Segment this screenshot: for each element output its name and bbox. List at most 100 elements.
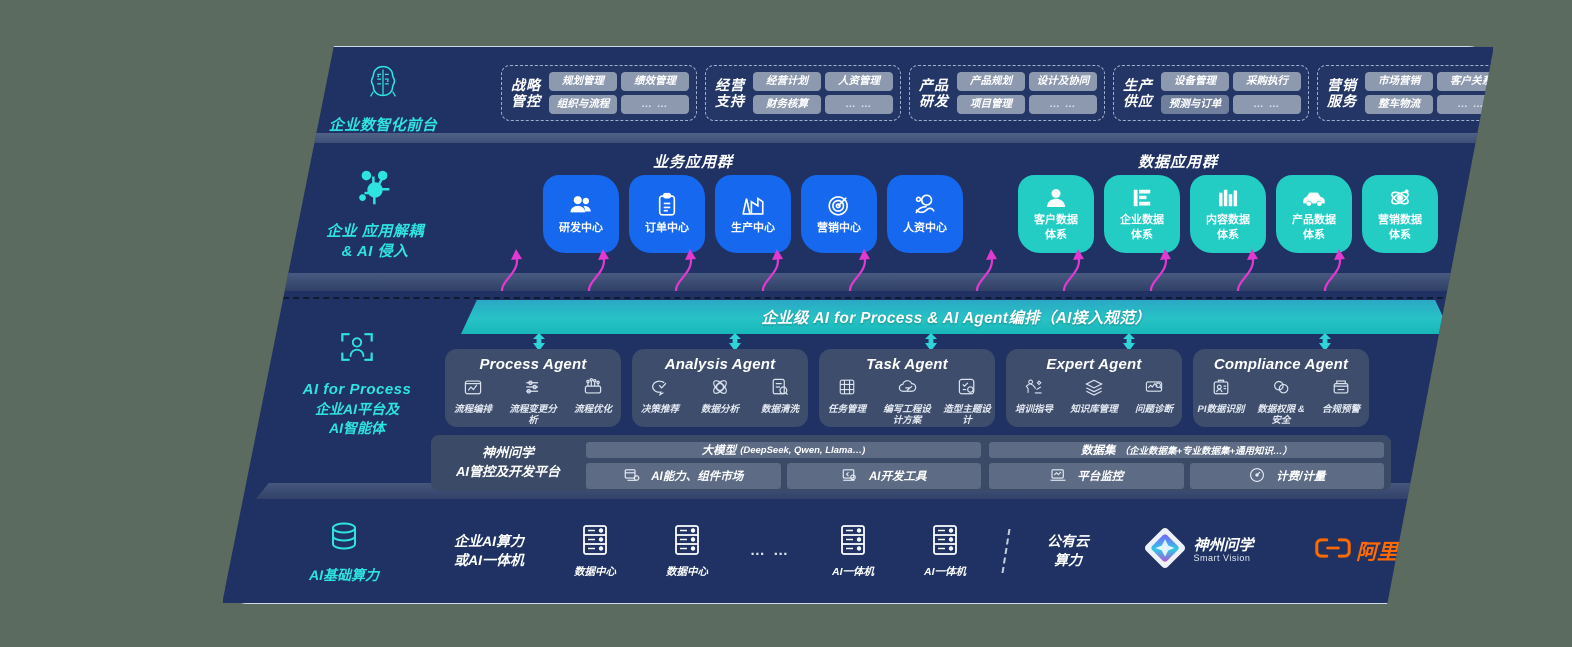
card-order-center[interactable]: 订单中心 [629, 175, 705, 253]
agent-analysis[interactable]: Analysis Agent 决策推荐 [632, 349, 808, 427]
chip[interactable]: 采购执行 [1233, 72, 1301, 92]
business-group-title: 业务应用群 [653, 154, 734, 171]
chip[interactable]: … … [1029, 95, 1097, 115]
agent-function[interactable]: 造型主题设计 [939, 376, 995, 427]
card-rd-center[interactable]: 研发中心 [543, 175, 619, 253]
card-label-line1: 营销数据 [1378, 214, 1422, 227]
agent-function[interactable]: 问题诊断 [1126, 376, 1182, 416]
agent-function[interactable]: 流程变更分析 [505, 376, 561, 427]
chip[interactable]: 项目管理 [957, 95, 1025, 115]
group-marketing-service[interactable]: 营销服务 市场营销 客户关系 整车物流 … … [1317, 65, 1494, 122]
agent-expert[interactable]: Expert Agent 培训指导 [1006, 349, 1182, 427]
chip[interactable]: 人资管理 [825, 72, 893, 92]
person-network-icon [912, 192, 938, 218]
chip[interactable]: 预测与订单 [1161, 95, 1229, 115]
chip[interactable]: 经营计划 [753, 72, 821, 92]
card-label: 订单中心 [645, 222, 689, 235]
agent-compliance[interactable]: Compliance Agent PI数据识别 [1193, 349, 1369, 427]
chip[interactable]: 设备管理 [1161, 72, 1229, 92]
platform-models-row[interactable]: 大模型 (DeepSeek, Qwen, Llama…) [586, 442, 981, 458]
logo-aliyun[interactable]: 阿里云 [1283, 536, 1451, 566]
platform-market-cell[interactable]: AI能力、组件市场 [586, 463, 781, 489]
chip[interactable]: 绩效管理 [621, 72, 689, 92]
chip[interactable]: 设计及协同 [1029, 72, 1097, 92]
chip[interactable]: 财务核算 [753, 95, 821, 115]
ai-platform-panel: 神州问学 AI管控及开发平台 大模型 (DeepSeek, Qwen, Llam… [431, 435, 1391, 491]
agent-task[interactable]: Task Agent 任务管理 [819, 349, 995, 427]
agent-name: Process Agent [479, 356, 587, 373]
agent-function[interactable]: 培训指导 [1006, 376, 1062, 416]
logo-smartvision-sub: Smart Vision [1193, 553, 1251, 564]
chip[interactable]: 市场营销 [1365, 72, 1433, 92]
logo-smartvision[interactable]: 神州问学 Smart Vision [1115, 527, 1283, 574]
agent-function[interactable]: 编写工程设计方案 [879, 376, 935, 427]
platform-left-column: 大模型 (DeepSeek, Qwen, Llama…) [586, 442, 981, 489]
group-product-rd-name: 产品研发 [919, 77, 949, 110]
training-icon [1023, 376, 1045, 403]
card-production-center[interactable]: 生产中心 [715, 175, 791, 253]
infra-allinone-2[interactable]: AI一体机 [899, 523, 991, 579]
agent-function[interactable]: 流程编排 [445, 376, 501, 427]
chip[interactable]: … … [1233, 95, 1301, 115]
person-scan-icon [257, 325, 457, 374]
logo-huawei[interactable]: HUAWEI [1451, 525, 1554, 576]
agent-function[interactable]: 合规预警 [1313, 376, 1369, 427]
agent-function[interactable]: 数据权限 & 安全 [1253, 376, 1309, 427]
chip[interactable]: … … [825, 95, 893, 115]
clipboard-icon [654, 192, 680, 218]
agent-function[interactable]: 决策推荐 [632, 376, 688, 416]
group-production-supply[interactable]: 生产供应 设备管理 采购执行 预测与订单 … … [1113, 65, 1309, 122]
card-enterprise-data[interactable]: 企业数据 体系 [1104, 175, 1180, 253]
platform-devtool-cell[interactable]: AI开发工具 [786, 463, 981, 489]
chip[interactable]: 规划管理 [549, 72, 617, 92]
chip[interactable]: … … [621, 95, 689, 115]
agent-function-label: 决策推荐 [640, 404, 679, 415]
group-operations[interactable]: 经营支持 经营计划 人资管理 财务核算 … … [705, 65, 901, 122]
chip[interactable]: 组织与流程 [549, 95, 617, 115]
agent-name: Compliance Agent [1213, 356, 1349, 373]
ai-orchestration-banner[interactable]: 企业级 AI for Process & AI Agent编排（AI接入规范） [461, 300, 1451, 334]
card-product-data[interactable]: 产品数据 体系 [1276, 175, 1352, 253]
data-group-title: 数据应用群 [1138, 154, 1219, 171]
molecule-icon [275, 165, 475, 216]
card-content-data[interactable]: 内容数据 体系 [1190, 175, 1266, 253]
aliyun-logo-icon [1315, 537, 1351, 565]
rail-ai-title-2: 企业AI平台及 [315, 401, 399, 418]
agent-cards: Process Agent 流程编排 [445, 349, 1369, 427]
card-hr-center[interactable]: 人资中心 [887, 175, 963, 253]
chip[interactable]: 整车物流 [1365, 95, 1433, 115]
card-label: 人资中心 [903, 222, 947, 235]
agent-function-label: 流程编排 [453, 404, 492, 415]
agent-function[interactable]: 知识库管理 [1066, 376, 1122, 416]
platform-dataset-row[interactable]: 数据集 （企业数据集+专业数据集+通用知识…） [989, 442, 1384, 458]
agent-function[interactable]: 流程优化 [565, 376, 621, 427]
group-production-supply-name: 生产供应 [1123, 77, 1153, 110]
infra-datacenter-1[interactable]: 数据中心 [549, 523, 641, 579]
agent-process[interactable]: Process Agent 流程编排 [445, 349, 621, 427]
card-marketing-center[interactable]: 营销中心 [801, 175, 877, 253]
cloud-write-icon [896, 376, 918, 403]
server-icon [837, 523, 869, 562]
chip[interactable]: 客户关系 [1437, 72, 1494, 92]
agent-function[interactable]: 数据清洗 [752, 376, 808, 416]
group-strategy[interactable]: 战略管控 规划管理 绩效管理 组织与流程 … … [501, 65, 697, 122]
huawei-logo-icon [1498, 525, 1554, 566]
list-settings-icon [522, 376, 544, 403]
infra-divider [1001, 528, 1011, 573]
group-product-rd[interactable]: 产品研发 产品规划 设计及协同 项目管理 … … [909, 65, 1105, 122]
infra-datacenter-2[interactable]: 数据中心 [641, 523, 733, 579]
agent-function[interactable]: 数据分析 [692, 376, 748, 416]
platform-monitor-cell[interactable]: 平台监控 [989, 463, 1184, 489]
chip[interactable]: … … [1437, 95, 1494, 115]
infra-allinone-1[interactable]: AI一体机 [807, 523, 899, 579]
platform-name: 神州问学 AI管控及开发平台 [438, 442, 578, 484]
ai-orchestration-banner-text: 企业级 AI for Process & AI Agent编排（AI接入规范） [761, 310, 1151, 327]
agent-function[interactable]: PI数据识别 [1193, 376, 1249, 427]
agent-function[interactable]: 任务管理 [819, 376, 875, 427]
card-customer-data[interactable]: 客户数据 体系 [1018, 175, 1094, 253]
platform-billing-cell[interactable]: 计费/计量 [1189, 463, 1384, 489]
agent-function-label: 数据分析 [700, 404, 739, 415]
chip[interactable]: 产品规划 [957, 72, 1025, 92]
card-marketing-data[interactable]: 营销数据 体系 [1362, 175, 1438, 253]
